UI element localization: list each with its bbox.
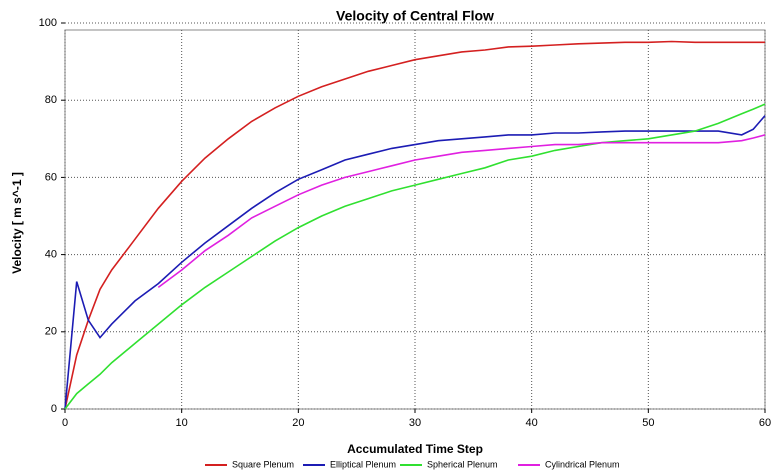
y-tick-label: 80 — [45, 94, 57, 106]
series-line — [64, 40, 765, 410]
x-tick-label: 30 — [409, 417, 421, 429]
x-tick-label: 40 — [526, 417, 538, 429]
y-tick-label: 100 — [39, 17, 57, 29]
chart-title: Velocity of Central Flow — [336, 8, 494, 24]
series-line — [64, 103, 766, 410]
x-tick-label: 20 — [292, 417, 304, 429]
x-tick-label: 10 — [176, 417, 188, 429]
y-tick-label: 40 — [45, 249, 57, 261]
legend-label: Square Plenum — [232, 459, 294, 469]
x-axis-label: Accumulated Time Step — [347, 442, 483, 456]
y-axis-label: Velocity [ m s^-1 ] — [10, 172, 24, 274]
series-line — [157, 134, 766, 289]
series-line — [64, 115, 766, 410]
legend-label: Cylindrical Plenum — [545, 459, 620, 469]
x-tick-label: 0 — [62, 417, 68, 429]
legend-label: Spherical Plenum — [427, 459, 498, 469]
y-tick-label: 20 — [45, 326, 57, 338]
legend-label: Elliptical Plenum — [330, 459, 396, 469]
x-tick-label: 50 — [642, 417, 654, 429]
x-tick-label: 60 — [759, 417, 771, 429]
y-tick-label: 60 — [45, 171, 57, 183]
y-tick-label: 0 — [51, 403, 57, 415]
